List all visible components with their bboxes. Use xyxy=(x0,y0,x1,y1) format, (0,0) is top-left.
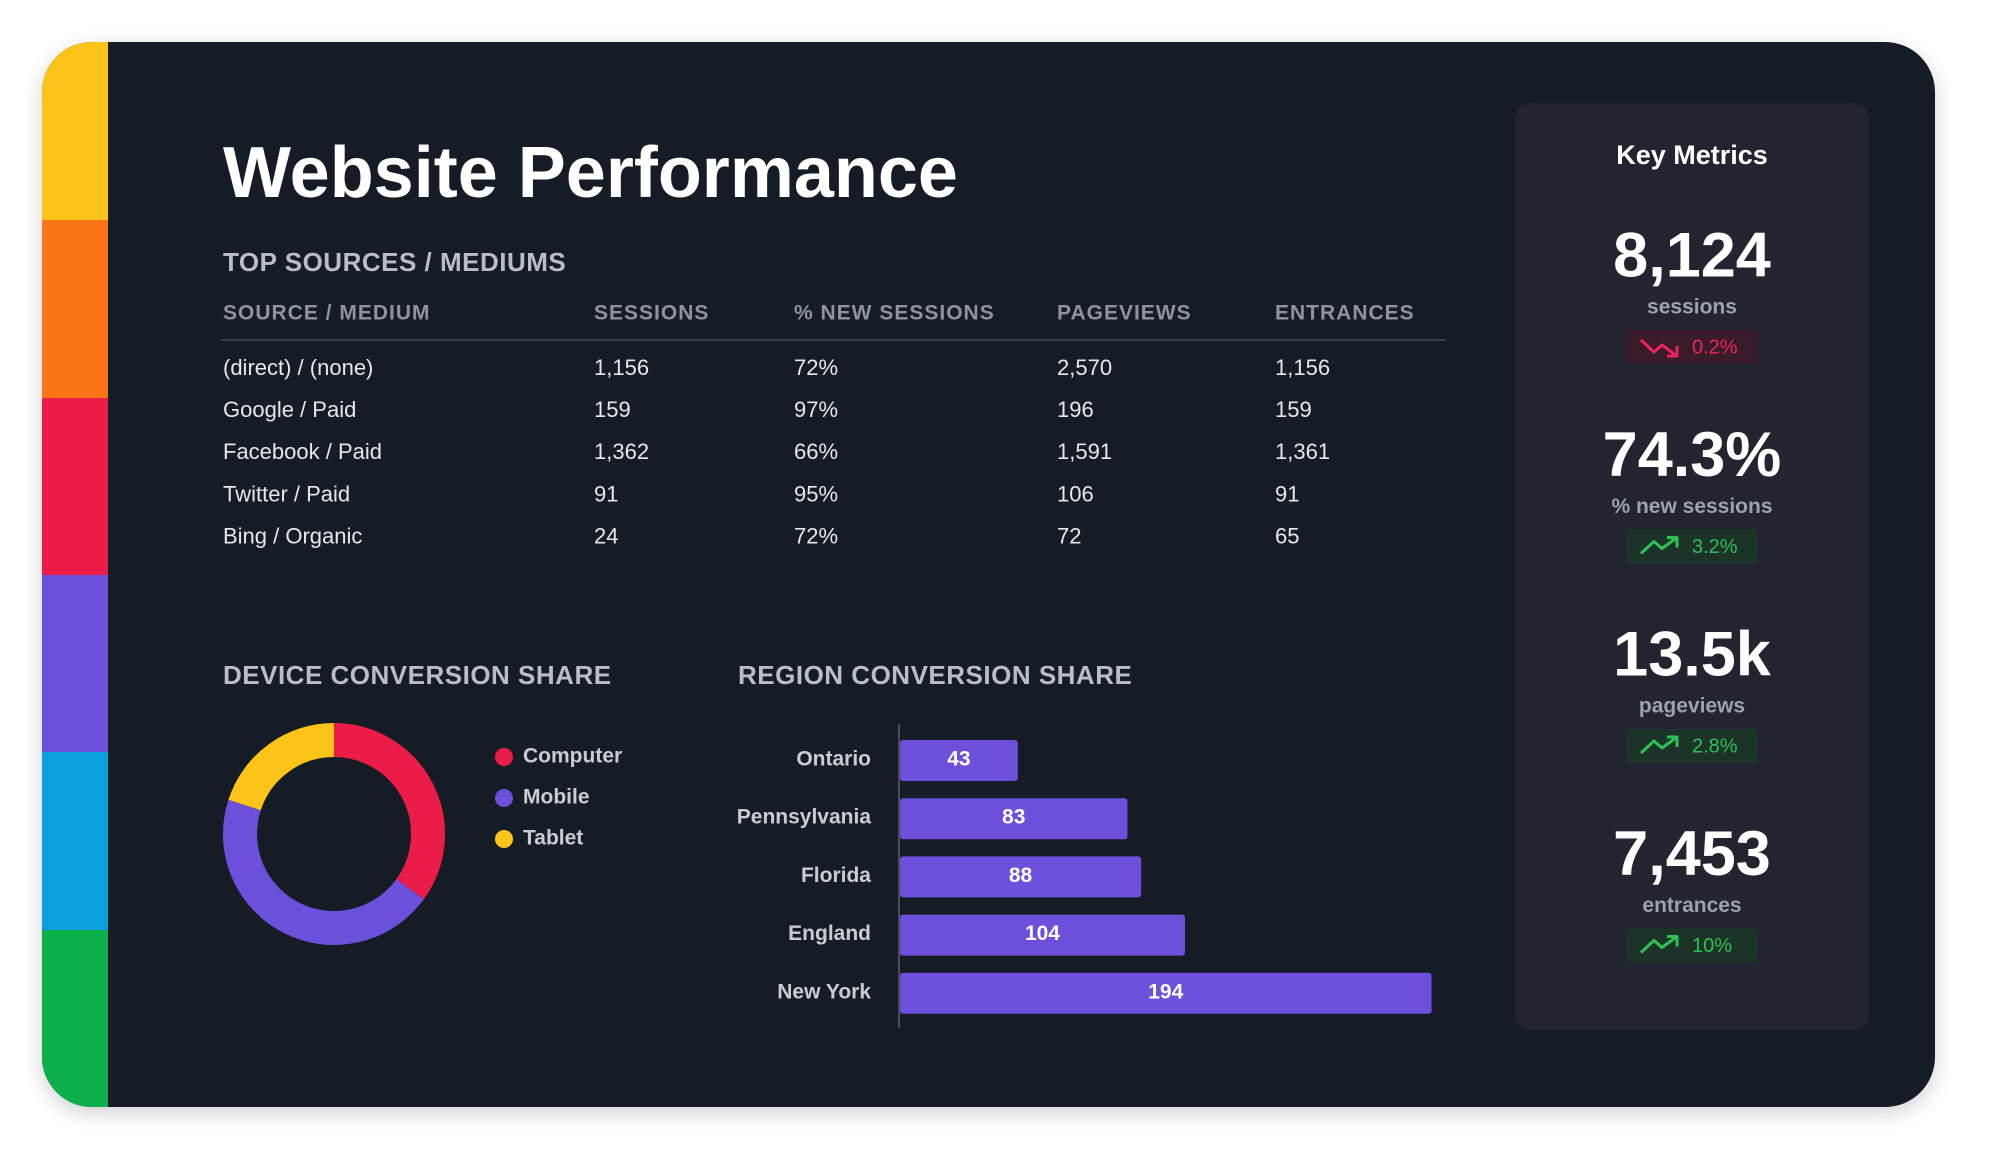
metric-value: 13.5k xyxy=(1613,620,1772,690)
table-cell: 72% xyxy=(794,524,838,549)
bar-value: 104 xyxy=(1025,922,1060,945)
chart-title: DEVICE CONVERSION SHARE xyxy=(223,660,612,690)
table-cell: 91 xyxy=(594,481,618,506)
bar-label: Florida xyxy=(801,864,871,887)
legend-dot xyxy=(495,830,513,848)
trend-arrow xyxy=(1639,536,1678,555)
bar xyxy=(900,798,1128,840)
bar-value: 83 xyxy=(1002,806,1025,829)
card xyxy=(42,42,1935,1107)
metric-change: 3.2% xyxy=(1692,536,1738,558)
bar-label: England xyxy=(788,922,871,945)
table-cell: Google / Paid xyxy=(223,397,356,422)
metric-change: 2.8% xyxy=(1692,735,1738,757)
table-cell: (direct) / (none) xyxy=(223,355,373,380)
table-header: SOURCE / MEDIUM xyxy=(223,302,431,325)
legend-dot xyxy=(495,748,513,766)
metric-change: 10% xyxy=(1692,935,1732,957)
bar-value: 88 xyxy=(1009,864,1033,887)
bar-value: 43 xyxy=(947,748,970,771)
table-cell: 97% xyxy=(794,397,838,422)
change-badge xyxy=(1626,729,1758,763)
bar-label: Pennsylvania xyxy=(737,806,872,829)
table-cell: 159 xyxy=(1275,397,1312,422)
change-badge xyxy=(1626,928,1758,963)
metric-label: pageviews xyxy=(1639,695,1745,718)
table-header: % NEW SESSIONS xyxy=(794,302,995,325)
table-cell: 1,156 xyxy=(1275,355,1330,380)
page-title: Website Performance xyxy=(223,133,958,213)
table-cell: 24 xyxy=(594,524,618,549)
metric-label: % new sessions xyxy=(1611,495,1772,518)
legend-label: Computer xyxy=(523,745,622,768)
table-cell: 196 xyxy=(1057,397,1094,422)
trend-arrowhead xyxy=(1667,346,1679,358)
metrics-title: Key Metrics xyxy=(1616,140,1768,170)
table-cell: 72% xyxy=(794,355,838,380)
donut-slice xyxy=(333,723,445,900)
donut-slice xyxy=(228,723,335,811)
color-strip xyxy=(42,42,108,1107)
bar-label: Ontario xyxy=(796,748,871,771)
bar xyxy=(900,914,1185,956)
trend-arrow xyxy=(1639,338,1678,358)
trend-arrow xyxy=(1639,735,1678,755)
table-cell: 72 xyxy=(1057,524,1081,549)
table-cell: 2,570 xyxy=(1057,355,1112,380)
chart-title: REGION CONVERSION SHARE xyxy=(738,660,1132,690)
legend-label: Tablet xyxy=(523,827,583,850)
donut-slice xyxy=(223,799,424,945)
change-badge xyxy=(1626,529,1758,564)
bar-label: New York xyxy=(777,980,871,1003)
metric-value: 7,453 xyxy=(1613,819,1771,889)
change-badge xyxy=(1626,330,1758,364)
table-header: SESSIONS xyxy=(594,302,709,325)
table-header: PAGEVIEWS xyxy=(1057,302,1192,325)
metrics-panel xyxy=(1515,103,1869,1030)
metric-value: 74.3% xyxy=(1603,420,1782,490)
table-header: ENTRANCES xyxy=(1275,302,1415,325)
table-cell: Twitter / Paid xyxy=(223,481,350,506)
legend-label: Mobile xyxy=(523,786,590,809)
trend-arrowhead xyxy=(1667,935,1679,947)
bar-value: 194 xyxy=(1148,980,1183,1003)
trend-arrow xyxy=(1639,935,1678,954)
metric-value: 8,124 xyxy=(1613,221,1771,291)
metric-label: sessions xyxy=(1647,296,1737,319)
bar xyxy=(900,972,1432,1014)
table-cell: 95% xyxy=(794,481,838,506)
table-cell: 1,156 xyxy=(594,355,649,380)
table-cell: 159 xyxy=(594,397,631,422)
table-cell: Facebook / Paid xyxy=(223,439,382,464)
bar xyxy=(900,856,1142,898)
section-title: TOP SOURCES / MEDIUMS xyxy=(223,247,566,277)
trend-arrowhead xyxy=(1667,735,1679,747)
legend-dot xyxy=(495,789,513,807)
table-cell: 66% xyxy=(794,439,838,464)
table-cell: 91 xyxy=(1275,481,1299,506)
metric-label: entrances xyxy=(1642,894,1741,917)
table-cell: 106 xyxy=(1057,481,1094,506)
bar xyxy=(900,740,1018,781)
table-cell: Bing / Organic xyxy=(223,524,362,549)
metric-change: 0.2% xyxy=(1692,336,1738,358)
trend-arrowhead xyxy=(1667,536,1679,548)
table-cell: 1,361 xyxy=(1275,439,1330,464)
table-cell: 1,362 xyxy=(594,439,649,464)
table-cell: 65 xyxy=(1275,524,1299,549)
table-cell: 1,591 xyxy=(1057,439,1112,464)
